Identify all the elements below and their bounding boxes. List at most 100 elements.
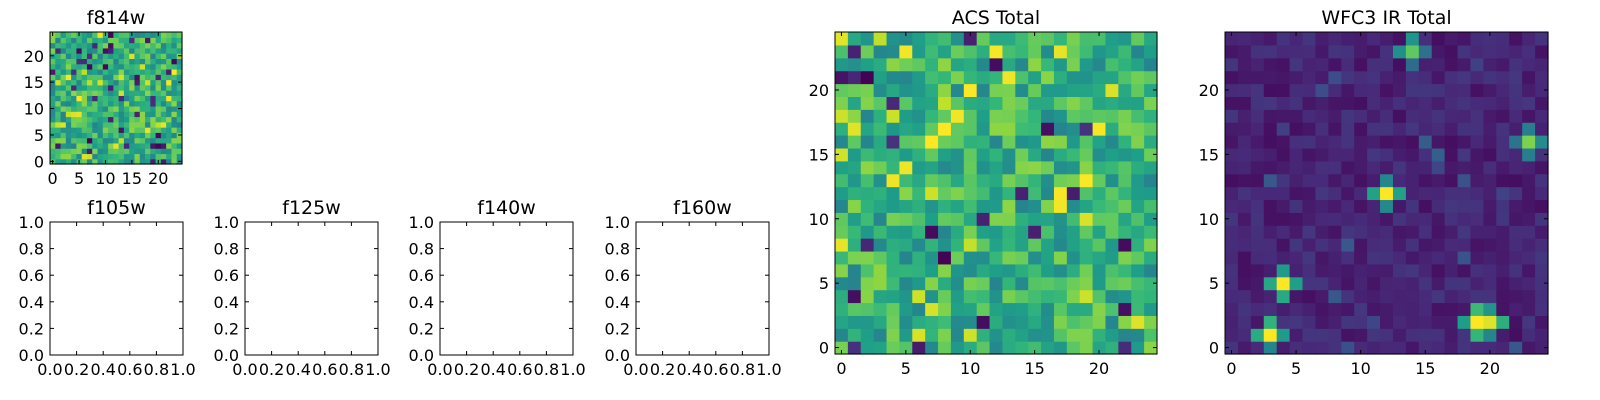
heatmap-cell [950, 109, 965, 123]
heatmap-cell [1354, 186, 1368, 201]
heatmap-cell [1522, 238, 1536, 252]
heatmap-cell [1392, 173, 1407, 188]
heatmap-cell [1418, 96, 1433, 110]
heatmap-cell [925, 57, 939, 72]
heatmap-cell [1470, 96, 1484, 110]
heatmap-cell [1237, 186, 1252, 201]
heatmap-cell [1041, 32, 1055, 46]
heatmap-cell [1263, 96, 1278, 110]
heatmap-cell [1522, 70, 1536, 85]
heatmap-cell [1015, 160, 1029, 175]
heatmap-cell [129, 111, 136, 118]
heatmap-cell [886, 328, 900, 342]
heatmap-cell [1431, 122, 1446, 136]
heatmap-cell [71, 58, 77, 65]
heatmap-cell [134, 32, 141, 38]
heatmap-cell [160, 116, 167, 123]
heatmap-cell [1041, 341, 1055, 355]
heatmap-cell [1263, 122, 1278, 136]
heatmap-cell [1079, 57, 1094, 72]
heatmap-cell [1237, 199, 1252, 213]
heatmap-cell [108, 90, 114, 96]
heatmap-cell [86, 127, 93, 133]
heatmap-cell [150, 47, 157, 54]
heatmap-cell [1131, 173, 1145, 188]
heatmap-cell [1015, 70, 1029, 85]
heatmap-cell [1470, 212, 1484, 226]
heatmap-cell [1341, 44, 1355, 59]
heatmap-cell [1144, 32, 1158, 46]
heatmap-cell [912, 83, 926, 97]
heatmap-cell [925, 315, 939, 329]
heatmap-cell [65, 100, 72, 107]
heatmap-cell [134, 111, 141, 118]
heatmap-cell [145, 58, 151, 65]
heatmap-cell [835, 186, 849, 201]
y-tick-label: 5 [34, 126, 44, 145]
heatmap-cell [1483, 147, 1497, 162]
heatmap-cell [55, 53, 62, 59]
heatmap-cell [176, 58, 183, 65]
heatmap-cell [1118, 302, 1132, 316]
heatmap-cell [886, 122, 900, 136]
heatmap-cell [1315, 238, 1329, 252]
heatmap-cell [925, 199, 939, 213]
heatmap-cell [1144, 186, 1158, 201]
heatmap-cell [886, 250, 900, 265]
heatmap-cell [938, 122, 952, 136]
panel-title: f125w [282, 197, 341, 219]
heatmap-cell [160, 90, 167, 96]
heatmap-cell [65, 63, 72, 70]
heatmap-cell [1092, 238, 1107, 252]
heatmap-cell [1328, 147, 1342, 162]
heatmap-cell [1470, 109, 1484, 123]
heatmap-cell [129, 53, 136, 59]
heatmap-cell [97, 153, 104, 160]
heatmap-cell [60, 137, 67, 144]
heatmap-cell [1131, 186, 1145, 201]
heatmap-cell [139, 148, 146, 155]
heatmap-cell [1457, 135, 1472, 149]
heatmap-cell [150, 63, 157, 70]
heatmap-cell [1496, 225, 1510, 239]
heatmap-cell [1535, 263, 1549, 278]
heatmap-cell [145, 158, 151, 165]
heatmap-cell [989, 135, 1004, 149]
heatmap-cell [1509, 70, 1523, 85]
heatmap-cell [123, 79, 130, 86]
heatmap-cell [1079, 44, 1094, 59]
y-tick-label: 0.2 [19, 319, 44, 338]
heatmap-cell [873, 263, 888, 278]
heatmap-cell [134, 132, 141, 139]
heatmap-cell [155, 79, 162, 86]
heatmap-cell [1289, 250, 1304, 265]
heatmap-cell [1237, 173, 1252, 188]
heatmap-cell [1522, 225, 1536, 239]
heatmap-cell [166, 158, 173, 165]
heatmap-cell [1053, 147, 1068, 162]
heatmap-cell [1002, 276, 1016, 291]
heatmap-cell [1457, 238, 1472, 252]
heatmap-cell [71, 132, 77, 139]
heatmap-cell [71, 137, 77, 144]
heatmap-cell [97, 47, 104, 54]
heatmap-cell [129, 68, 136, 75]
heatmap-cell [976, 341, 991, 355]
heatmap-cell [55, 121, 62, 128]
heatmap-cell [1496, 238, 1510, 252]
heatmap-cell [1131, 341, 1145, 355]
heatmap-cell [171, 58, 178, 65]
heatmap-cell [123, 95, 130, 102]
heatmap-cell [160, 105, 167, 112]
heatmap-cell [847, 212, 862, 226]
heatmap-cell [976, 315, 991, 329]
heatmap-cell [1315, 70, 1329, 85]
heatmap-cell [1457, 199, 1472, 213]
heatmap-cell [1289, 341, 1304, 355]
heatmap-cell [86, 100, 93, 107]
heatmap-cell [1522, 289, 1536, 304]
heatmap-cell [1237, 250, 1252, 265]
heatmap-cell [171, 111, 178, 118]
heatmap-cell [118, 74, 125, 81]
